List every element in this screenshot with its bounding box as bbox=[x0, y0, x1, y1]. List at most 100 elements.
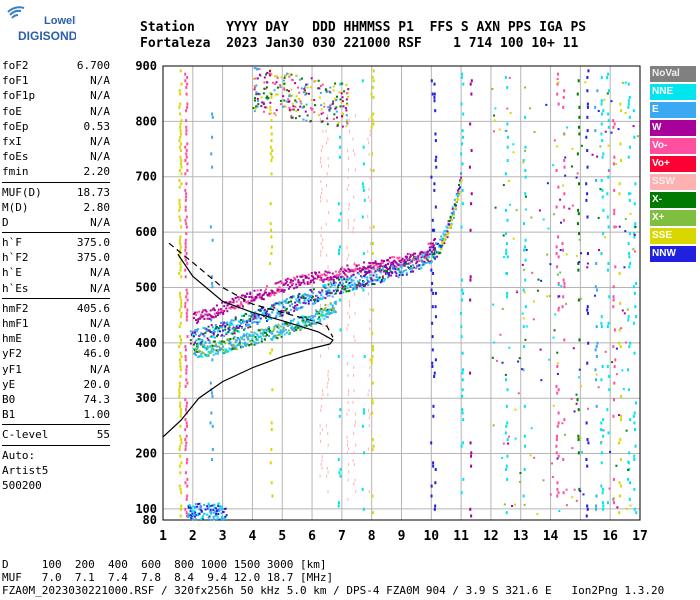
echo-dot bbox=[185, 497, 188, 501]
echo-dot bbox=[522, 317, 525, 320]
echo-dot bbox=[579, 490, 582, 493]
x-tick-label: 14 bbox=[543, 529, 559, 544]
echo-dot bbox=[372, 122, 375, 126]
echo-dot bbox=[326, 308, 329, 311]
echo-dot bbox=[356, 280, 359, 283]
echo-dot bbox=[239, 319, 242, 322]
echo-dot bbox=[389, 256, 392, 259]
echo-dot bbox=[261, 333, 264, 336]
echo-dot bbox=[225, 332, 228, 335]
echo-dot bbox=[184, 268, 187, 272]
echo-dot bbox=[244, 296, 247, 299]
echo-dot bbox=[308, 282, 311, 285]
echo-dot bbox=[271, 338, 274, 341]
echo-dot bbox=[254, 342, 257, 345]
echo-dot bbox=[344, 287, 347, 290]
echo-dot bbox=[179, 368, 182, 372]
echo-dot bbox=[324, 303, 327, 306]
echo-dot bbox=[506, 85, 509, 89]
echo-dot bbox=[337, 504, 340, 508]
echo-dot bbox=[273, 306, 276, 309]
echo-dot bbox=[460, 102, 463, 106]
echo-dot bbox=[273, 325, 276, 328]
echo-dot bbox=[432, 414, 435, 418]
echo-dot bbox=[268, 326, 271, 329]
echo-dot bbox=[275, 334, 278, 337]
echo-dot bbox=[193, 510, 196, 513]
echo-dot bbox=[186, 477, 189, 481]
echo-dot bbox=[577, 125, 580, 129]
echo-dot bbox=[204, 309, 207, 312]
echo-dot bbox=[340, 115, 343, 118]
echo-dot bbox=[266, 328, 269, 331]
echo-dot bbox=[344, 107, 347, 110]
echo-dot bbox=[244, 312, 247, 315]
x-tick-label: 7 bbox=[338, 529, 346, 544]
echo-dot bbox=[184, 245, 187, 249]
echo-dot bbox=[413, 258, 416, 261]
echo-dot bbox=[263, 308, 266, 311]
echo-dot bbox=[556, 391, 559, 395]
echo-dot bbox=[286, 311, 289, 314]
echo-dot bbox=[335, 106, 338, 109]
echo-dot bbox=[279, 84, 282, 87]
echo-dot bbox=[287, 100, 290, 103]
echo-dot bbox=[453, 198, 456, 201]
echo-dot bbox=[368, 281, 371, 284]
echo-dot bbox=[340, 267, 343, 270]
echo-dot bbox=[290, 114, 293, 117]
echo-dot bbox=[194, 351, 197, 354]
echo-dot bbox=[209, 508, 212, 511]
echo-dot bbox=[371, 448, 374, 452]
echo-dot bbox=[555, 205, 558, 209]
echo-dot bbox=[434, 305, 437, 309]
echo-dot bbox=[203, 512, 206, 515]
echo-dot bbox=[261, 332, 264, 335]
param-separator bbox=[2, 424, 110, 426]
echo-dot bbox=[363, 285, 366, 288]
echo-dot bbox=[595, 378, 598, 382]
echo-dot bbox=[452, 217, 455, 220]
echo-dot bbox=[334, 288, 337, 291]
echo-dot bbox=[178, 325, 181, 329]
echo-dot bbox=[192, 347, 195, 350]
echo-dot bbox=[595, 261, 598, 265]
echo-dot bbox=[563, 159, 566, 163]
echo-dot bbox=[234, 307, 237, 310]
echo-dot bbox=[310, 322, 313, 325]
echo-dot bbox=[300, 306, 303, 309]
echo-dot bbox=[459, 186, 462, 189]
echo-dot bbox=[384, 273, 387, 276]
echo-dot bbox=[594, 105, 597, 109]
echo-dot bbox=[307, 273, 310, 276]
echo-dot bbox=[179, 507, 182, 511]
echo-dot bbox=[558, 295, 561, 298]
echo-dot bbox=[278, 331, 281, 334]
echo-dot bbox=[254, 317, 257, 320]
echo-dot bbox=[215, 345, 218, 348]
echo-dot bbox=[371, 511, 374, 515]
echo-dot bbox=[461, 388, 464, 392]
echo-dot bbox=[556, 92, 559, 96]
echo-dot bbox=[280, 103, 283, 106]
echo-dot bbox=[587, 341, 590, 345]
echo-dot bbox=[202, 345, 205, 348]
echo-dot bbox=[337, 122, 340, 125]
echo-dot bbox=[396, 256, 399, 259]
echo-dot bbox=[233, 307, 236, 310]
echo-dot bbox=[329, 311, 332, 314]
echo-dot bbox=[297, 279, 300, 282]
echo-dot bbox=[199, 504, 202, 507]
echo-dot bbox=[297, 86, 300, 89]
echo-dot bbox=[321, 313, 324, 316]
echo-dot bbox=[282, 326, 285, 329]
echo-dot bbox=[184, 248, 187, 252]
echo-dot bbox=[184, 258, 187, 262]
echo-dot bbox=[243, 328, 246, 331]
echo-dot bbox=[324, 274, 327, 277]
echo-dot bbox=[607, 261, 610, 265]
echo-dot bbox=[429, 242, 432, 245]
echo-dot bbox=[627, 102, 630, 106]
echo-dot bbox=[545, 103, 548, 106]
echo-dot bbox=[393, 265, 396, 268]
